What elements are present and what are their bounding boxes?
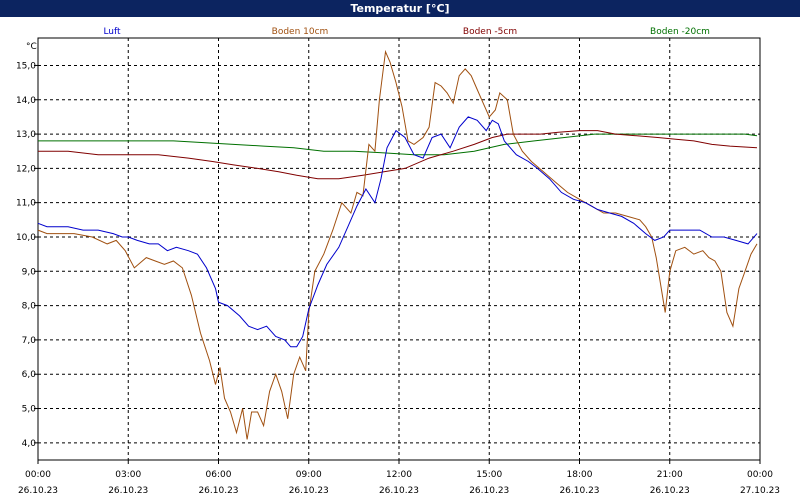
series-line (38, 130, 758, 180)
x-tick-time-label: 21:00 (657, 470, 683, 480)
series-line (38, 133, 758, 156)
y-tick-label: 5,0 (22, 405, 37, 415)
legend: Luft Boden 10cm Boden -5cm Boden -20cm (103, 27, 710, 37)
series-line (37, 49, 758, 440)
x-tick-time-label: 00:00 (747, 470, 773, 480)
x-tick-time-label: 00:00 (25, 470, 51, 480)
chart-title: Temperatur [°C] (350, 2, 450, 15)
y-tick-label: 7,0 (22, 336, 37, 346)
legend-entry: Boden -20cm (650, 27, 710, 37)
y-axis: 4,0 5,0 6,0 7,0 8,0 9,0 10,0 11,0 12,0 13,0 14,0 15… (16, 61, 38, 449)
x-tick-date-label: 26.10.23 (379, 486, 419, 496)
x-tick-date-label: 26.10.23 (289, 486, 329, 496)
x-tick-time-label: 03:00 (115, 470, 141, 480)
x-tick-date-label: 26.10.23 (469, 486, 509, 496)
x-tick-time-label: 06:00 (206, 470, 232, 480)
x-tick-time-label: 12:00 (386, 470, 412, 480)
y-tick-label: 6,0 (22, 370, 37, 380)
y-tick-label: 9,0 (22, 267, 37, 277)
y-tick-label: 4,0 (22, 439, 37, 449)
y-axis-unit: °C (26, 42, 37, 52)
x-tick-date-label: 27.10.23 (740, 486, 780, 496)
x-tick-date-label: 26.10.23 (18, 486, 58, 496)
temperature-chart: Luft Boden 10cm Boden -5cm Boden -20cm °C 4… (16, 27, 780, 496)
grid-lines (37, 38, 761, 460)
legend-entry: Boden 10cm (272, 27, 329, 37)
y-tick-label: 14,0 (16, 96, 36, 106)
x-tick-date-label: 26.10.23 (198, 486, 238, 496)
x-tick-time-label: 15:00 (476, 470, 502, 480)
y-tick-label: 13,0 (16, 130, 36, 140)
x-axis: 00:00 26.10.23 03:00 26.10.23 06:00 26.10.23 0… (18, 460, 780, 496)
x-tick-date-label: 26.10.23 (559, 486, 599, 496)
x-tick-time-label: 18:00 (567, 470, 593, 480)
series-lines (37, 49, 758, 440)
y-tick-label: 12,0 (16, 164, 36, 174)
y-tick-label: 15,0 (16, 61, 36, 71)
legend-entry: Luft (103, 27, 121, 37)
x-tick-time-label: 09:00 (296, 470, 322, 480)
x-tick-date-label: 26.10.23 (108, 486, 148, 496)
x-tick-date-label: 26.10.23 (650, 486, 690, 496)
legend-entry: Boden -5cm (463, 27, 517, 37)
series-line (37, 116, 758, 348)
y-tick-label: 11,0 (16, 199, 36, 209)
chart-title-bar: Temperatur [°C] (0, 0, 800, 17)
y-tick-label: 8,0 (22, 302, 37, 312)
y-tick-label: 10,0 (16, 233, 36, 243)
